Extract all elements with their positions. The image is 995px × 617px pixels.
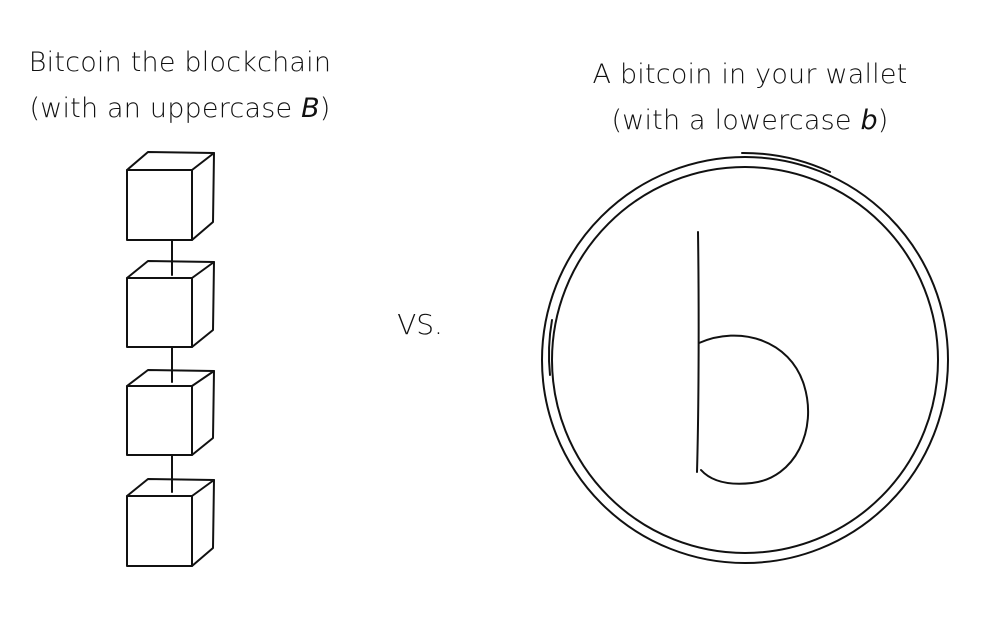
coin-outer-ring xyxy=(541,156,949,564)
blockchain-subtitle-prefix: (with an uppercase xyxy=(29,93,302,124)
blockchain-subtitle: (with an uppercase B) xyxy=(0,86,360,132)
wallet-coin-subtitle-suffix: ) xyxy=(877,105,889,136)
block-cube-1 xyxy=(126,151,215,241)
block-cube-4 xyxy=(126,478,215,567)
coin-inner-ring xyxy=(551,166,939,554)
uppercase-b-letter: B xyxy=(301,93,320,124)
block-cube-3 xyxy=(126,369,215,456)
wallet-coin-caption: A bitcoin in your wallet (with a lowerca… xyxy=(550,52,950,144)
blockchain-caption: Bitcoin the blockchain (with an uppercas… xyxy=(0,40,360,132)
wallet-coin-subtitle: (with a lowercase b) xyxy=(550,98,950,144)
blockchain-title: Bitcoin the blockchain xyxy=(28,47,332,78)
block-cube-2 xyxy=(126,260,215,348)
lowercase-b-glyph xyxy=(696,231,809,485)
wallet-coin-title: A bitcoin in your wallet xyxy=(592,59,908,90)
coin-rim-accent xyxy=(741,151,831,173)
bitcoin-coin-icon xyxy=(541,151,949,564)
blockchain-subtitle-suffix: ) xyxy=(319,93,331,124)
blockchain-icon xyxy=(126,151,215,567)
coin-rim-accent-left xyxy=(547,319,553,376)
wallet-coin-subtitle-prefix: (with a lowercase xyxy=(611,105,861,136)
lowercase-b-letter: b xyxy=(860,105,878,136)
versus-label: VS. xyxy=(397,308,443,341)
